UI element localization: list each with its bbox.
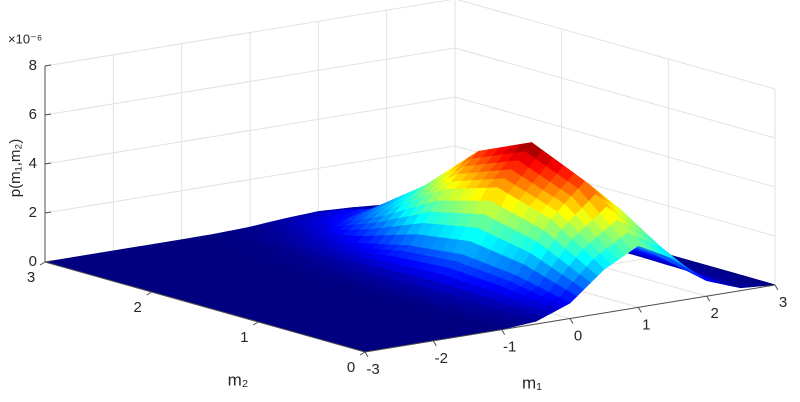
y-axis-label: m₂ <box>228 370 249 389</box>
x-tick-label: 2 <box>710 305 718 322</box>
z-tick-label: 8 <box>29 57 37 74</box>
x-tick-label: -1 <box>503 339 516 356</box>
z-exponent: ×10⁻⁶ <box>8 31 42 46</box>
grid-line <box>454 96 776 188</box>
y-tick-label: 3 <box>27 269 35 286</box>
y-axis <box>44 261 366 353</box>
z-tick <box>44 162 52 165</box>
x-tick <box>501 329 506 335</box>
y-tick <box>359 351 366 356</box>
x-tick <box>706 295 711 302</box>
x-tick <box>774 284 779 291</box>
grid-line <box>44 96 456 165</box>
y-tick <box>146 291 152 296</box>
x-tick-label: 1 <box>642 316 650 333</box>
surface <box>44 142 776 353</box>
y-tick-label: 0 <box>347 359 355 376</box>
z-tick-label: 0 <box>29 253 37 270</box>
y-tick-label: 2 <box>133 299 141 316</box>
grid-line <box>44 47 456 116</box>
x-tick <box>637 307 642 313</box>
x-axis-label: m₁ <box>522 373 542 392</box>
z-tick <box>44 64 52 67</box>
z-tick-label: 6 <box>29 106 37 123</box>
grid-line <box>44 145 456 214</box>
y-tick <box>253 321 259 326</box>
z-tick-label: 2 <box>29 204 37 221</box>
x-tick <box>569 318 574 324</box>
x-tick-label: -2 <box>435 350 448 367</box>
y-tick-label: 1 <box>240 329 248 346</box>
x-tick <box>364 351 369 358</box>
z-tick <box>44 260 52 263</box>
grid-line <box>456 0 776 90</box>
z-tick-label: 4 <box>29 155 37 172</box>
y-tick <box>39 261 46 266</box>
z-axis-label: p(m₁,m₂) <box>7 139 24 197</box>
x-tick-label: -3 <box>366 361 379 378</box>
grid-line <box>44 0 452 67</box>
grid-line <box>454 47 776 139</box>
x-tick <box>432 340 437 347</box>
x-tick-label: 3 <box>779 294 787 311</box>
z-tick <box>44 113 52 116</box>
z-tick <box>44 211 52 214</box>
x-tick-label: 0 <box>574 327 582 344</box>
